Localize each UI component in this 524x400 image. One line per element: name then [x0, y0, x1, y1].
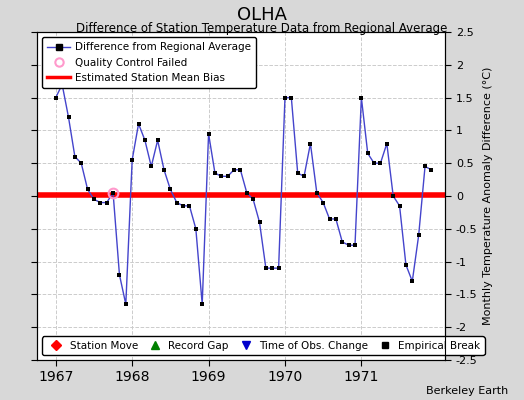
Y-axis label: Monthly Temperature Anomaly Difference (°C): Monthly Temperature Anomaly Difference (…: [483, 67, 493, 325]
Text: Berkeley Earth: Berkeley Earth: [426, 386, 508, 396]
Legend: Station Move, Record Gap, Time of Obs. Change, Empirical Break: Station Move, Record Gap, Time of Obs. C…: [42, 336, 485, 355]
Text: Difference of Station Temperature Data from Regional Average: Difference of Station Temperature Data f…: [77, 22, 447, 35]
Text: OLHA: OLHA: [237, 6, 287, 24]
